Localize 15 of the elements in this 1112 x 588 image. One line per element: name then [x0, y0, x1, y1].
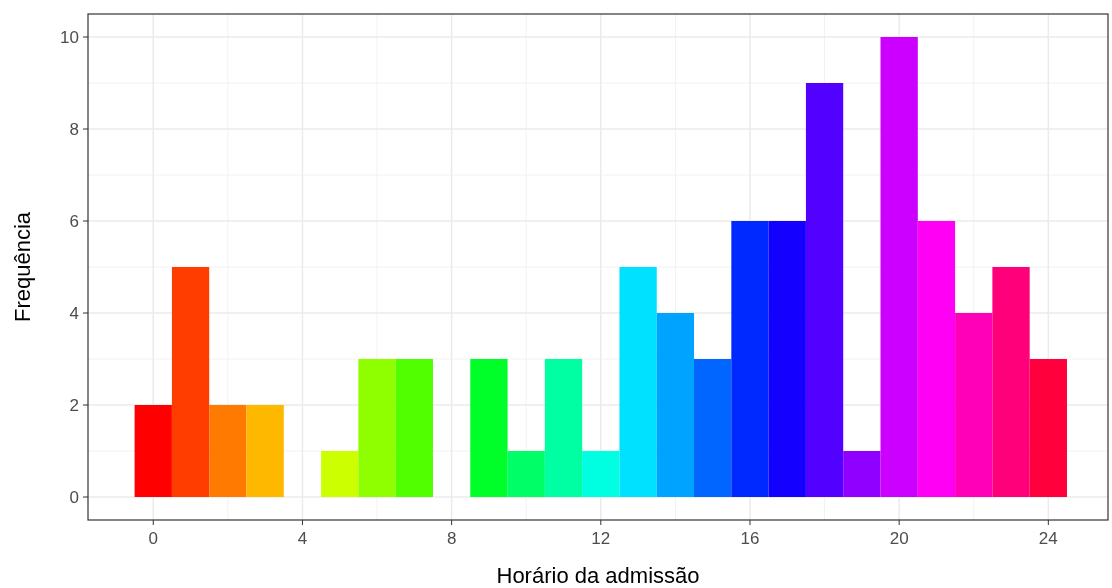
x-tick-label: 0	[148, 529, 158, 548]
y-tick-label: 6	[69, 211, 79, 231]
x-tick-label: 24	[1038, 529, 1058, 548]
x-tick-label: 4	[297, 529, 308, 548]
y-tick-label: 0	[69, 487, 79, 507]
y-tick-label: 10	[60, 27, 79, 47]
y-tick-label: 4	[69, 303, 79, 323]
x-tick-label: 20	[889, 529, 909, 548]
y-axis-title: Frequência	[10, 211, 35, 323]
y-tick-label: 8	[69, 119, 79, 139]
x-tick-label: 8	[446, 529, 457, 548]
x-tick-label: 16	[740, 529, 760, 548]
y-tick-label: 2	[69, 395, 79, 415]
x-axis-title: Horário da admissão	[496, 563, 700, 588]
x-tick-label: 12	[591, 529, 611, 548]
